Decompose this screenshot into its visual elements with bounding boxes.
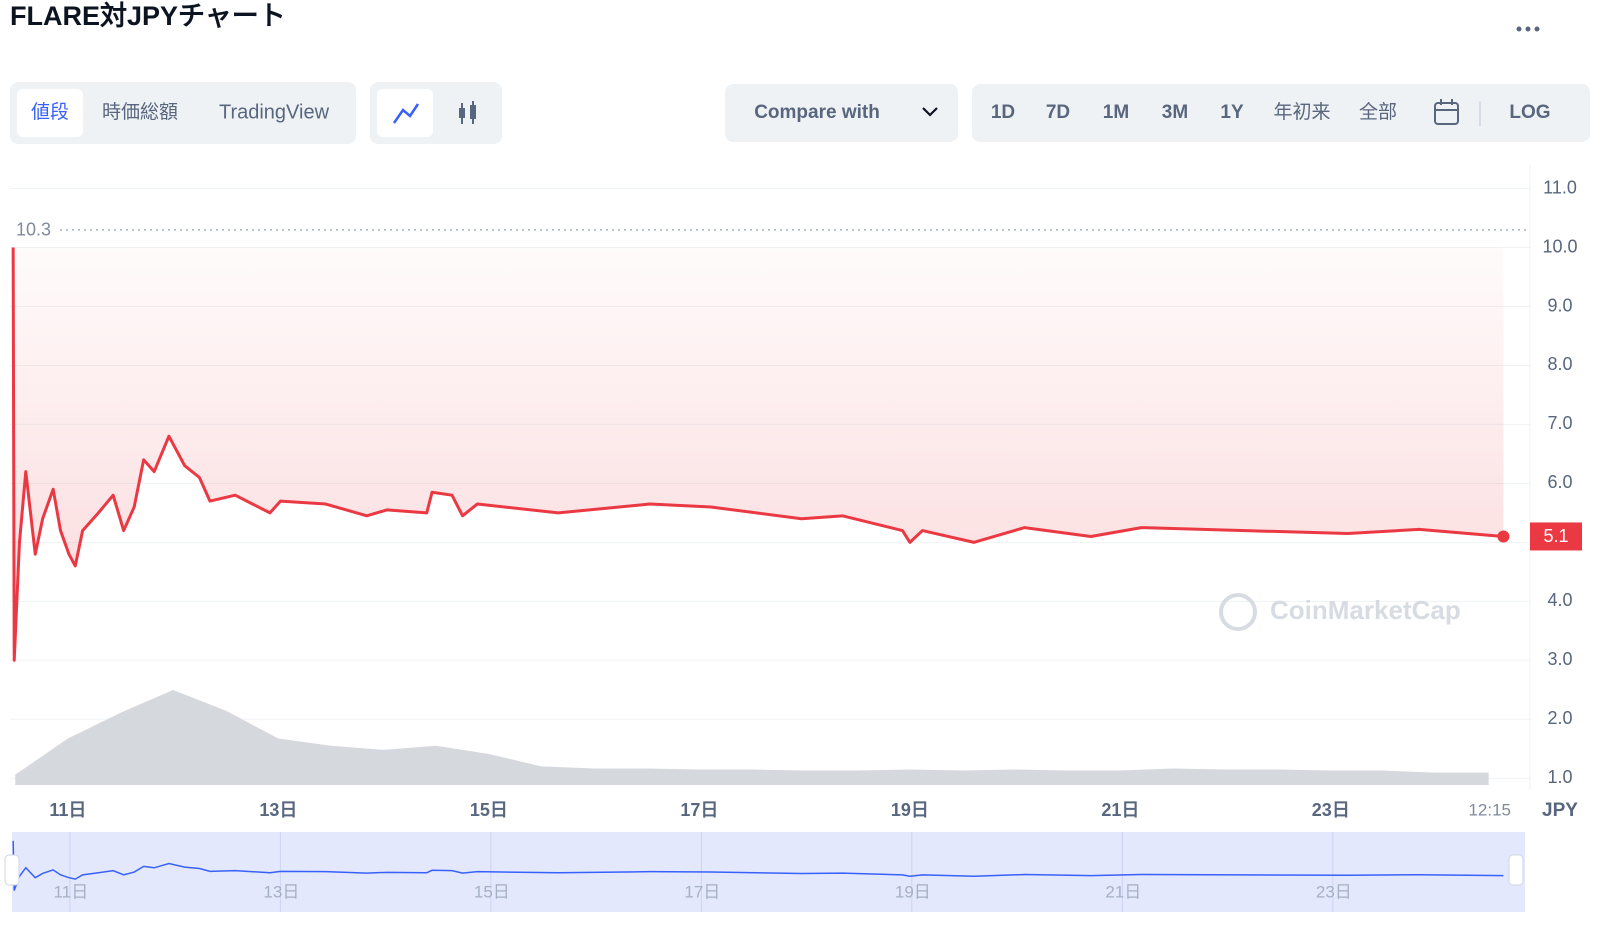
navigator-handle[interactable]	[1508, 854, 1524, 886]
high-label: 10.3	[16, 220, 51, 240]
price-area	[13, 247, 1504, 661]
tab-active-bg	[17, 89, 83, 137]
y-tick-label: 2.0	[1547, 708, 1572, 728]
compare-dropdown[interactable]	[725, 84, 958, 142]
x-tick-label: 23日	[1312, 800, 1350, 820]
navigator-tick-label: 13日	[263, 882, 299, 901]
y-tick-label: 8.0	[1547, 354, 1572, 374]
range-button[interactable]: 全部	[1359, 101, 1397, 123]
watermark-logo	[1219, 593, 1257, 631]
tab[interactable]: 時価総額	[102, 101, 178, 123]
y-tick-label: 10.0	[1542, 236, 1577, 256]
x-tick-label: 12:15	[1468, 800, 1511, 819]
y-tick-label: 6.0	[1547, 472, 1572, 492]
navigator-tick-label: 15日	[474, 882, 510, 901]
tab[interactable]: 値段	[31, 101, 69, 123]
calendar-icon[interactable]	[1434, 99, 1459, 125]
y-tick-label: 7.0	[1547, 413, 1572, 433]
last-price-label: 5.1	[1543, 526, 1568, 546]
more-menu[interactable]	[1516, 26, 1540, 32]
x-tick-label: 21日	[1101, 800, 1139, 820]
volume-area	[15, 690, 1489, 785]
currency-label: JPY	[1542, 800, 1578, 821]
last-point	[1497, 530, 1510, 543]
x-tick-label: 15日	[470, 800, 508, 820]
x-tick-label: 11日	[49, 800, 86, 820]
y-tick-label: 4.0	[1547, 590, 1572, 610]
navigator-tick-label: 19日	[895, 882, 931, 901]
tab[interactable]: TradingView	[219, 101, 330, 123]
x-tick-label: 19日	[891, 800, 929, 820]
log-toggle[interactable]: LOG	[1509, 102, 1550, 123]
navigator-handle[interactable]	[4, 854, 20, 886]
page-title: FLARE対JPYチャート	[10, 1, 286, 31]
y-tick-label: 1.0	[1547, 767, 1572, 787]
watermark: CoinMarketCap	[1270, 595, 1461, 625]
price-line	[11, 247, 1504, 662]
compare-label: Compare with	[754, 102, 880, 123]
navigator	[12, 832, 1525, 912]
navigator-tick-label: 23日	[1316, 882, 1352, 901]
chevron	[922, 107, 938, 117]
range-button[interactable]: 3M	[1162, 102, 1188, 123]
range-button[interactable]: 7D	[1046, 102, 1070, 123]
range-button[interactable]: 1M	[1103, 102, 1129, 123]
candle-button[interactable]	[459, 101, 476, 124]
range-button[interactable]: 1Y	[1220, 102, 1244, 123]
range-button[interactable]: 1D	[991, 102, 1015, 123]
x-tick-label: 13日	[259, 800, 297, 820]
range-button[interactable]: 年初来	[1273, 101, 1330, 123]
last-price-badge	[1530, 522, 1582, 551]
navigator-line	[12, 840, 1504, 891]
y-tick-label: 3.0	[1547, 649, 1572, 669]
navigator-tick-label: 21日	[1105, 882, 1141, 901]
x-tick-label: 17日	[680, 800, 718, 820]
tab-group	[10, 82, 356, 144]
navigator-tick-label: 11日	[54, 882, 89, 901]
y-tick-label: 11.0	[1543, 177, 1577, 197]
line-icon	[392, 103, 420, 124]
y-tick-label: 9.0	[1547, 295, 1572, 315]
navigator-tick-label: 17日	[684, 882, 720, 901]
range-group	[972, 84, 1590, 142]
